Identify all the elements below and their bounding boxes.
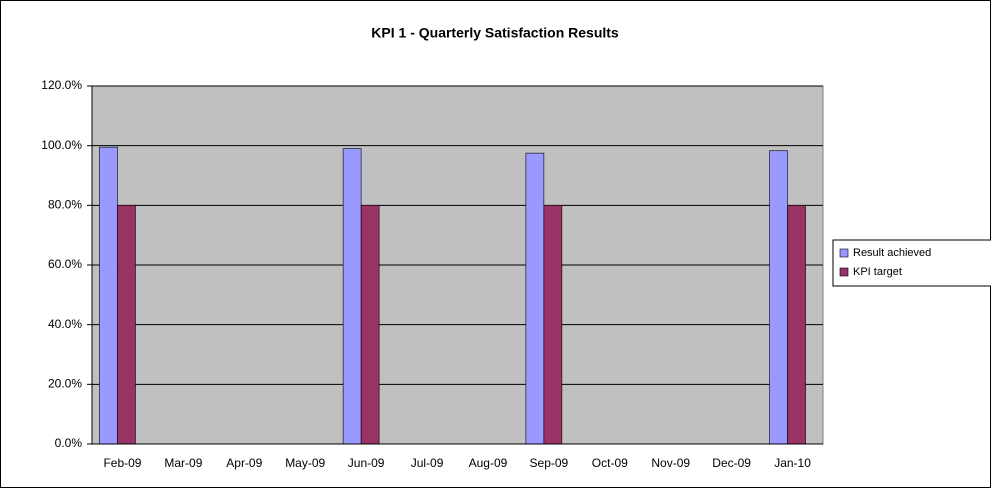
bar bbox=[117, 205, 136, 445]
chart-title: KPI 1 - Quarterly Satisfaction Results bbox=[371, 25, 619, 41]
bar bbox=[769, 150, 788, 445]
bar bbox=[787, 205, 806, 445]
x-tick-label: Nov-09 bbox=[651, 456, 690, 470]
x-tick-label: Jul-09 bbox=[411, 456, 444, 470]
x-tick-label: May-09 bbox=[285, 456, 325, 470]
x-tick-label: Feb-09 bbox=[103, 456, 141, 470]
y-tick-label: 120.0% bbox=[41, 78, 82, 92]
legend-swatch bbox=[839, 267, 849, 277]
legend bbox=[832, 239, 991, 287]
bar bbox=[99, 146, 118, 445]
y-tick-label: 40.0% bbox=[48, 317, 82, 331]
x-tick-label: Dec-09 bbox=[712, 456, 751, 470]
legend-label: KPI target bbox=[853, 266, 902, 278]
y-tick-label: 0.0% bbox=[55, 436, 83, 450]
legend-swatch bbox=[839, 248, 849, 258]
x-tick-label: Sep-09 bbox=[530, 456, 569, 470]
x-tick-label: Aug-09 bbox=[469, 456, 508, 470]
y-tick-label: 20.0% bbox=[48, 377, 82, 391]
legend-label: Result achieved bbox=[853, 247, 931, 259]
x-tick-label: Apr-09 bbox=[226, 456, 262, 470]
x-tick-label: Oct-09 bbox=[592, 456, 628, 470]
bar bbox=[360, 205, 380, 445]
y-tick-label: 60.0% bbox=[48, 257, 82, 271]
bar bbox=[525, 152, 545, 445]
bar bbox=[342, 148, 362, 445]
y-tick-label: 80.0% bbox=[48, 198, 82, 212]
bar bbox=[543, 205, 563, 445]
x-tick-label: Mar-09 bbox=[164, 456, 202, 470]
y-tick-label: 100.0% bbox=[41, 138, 82, 152]
x-tick-label: Jan-10 bbox=[774, 456, 811, 470]
x-tick-label: Jun-09 bbox=[348, 456, 385, 470]
